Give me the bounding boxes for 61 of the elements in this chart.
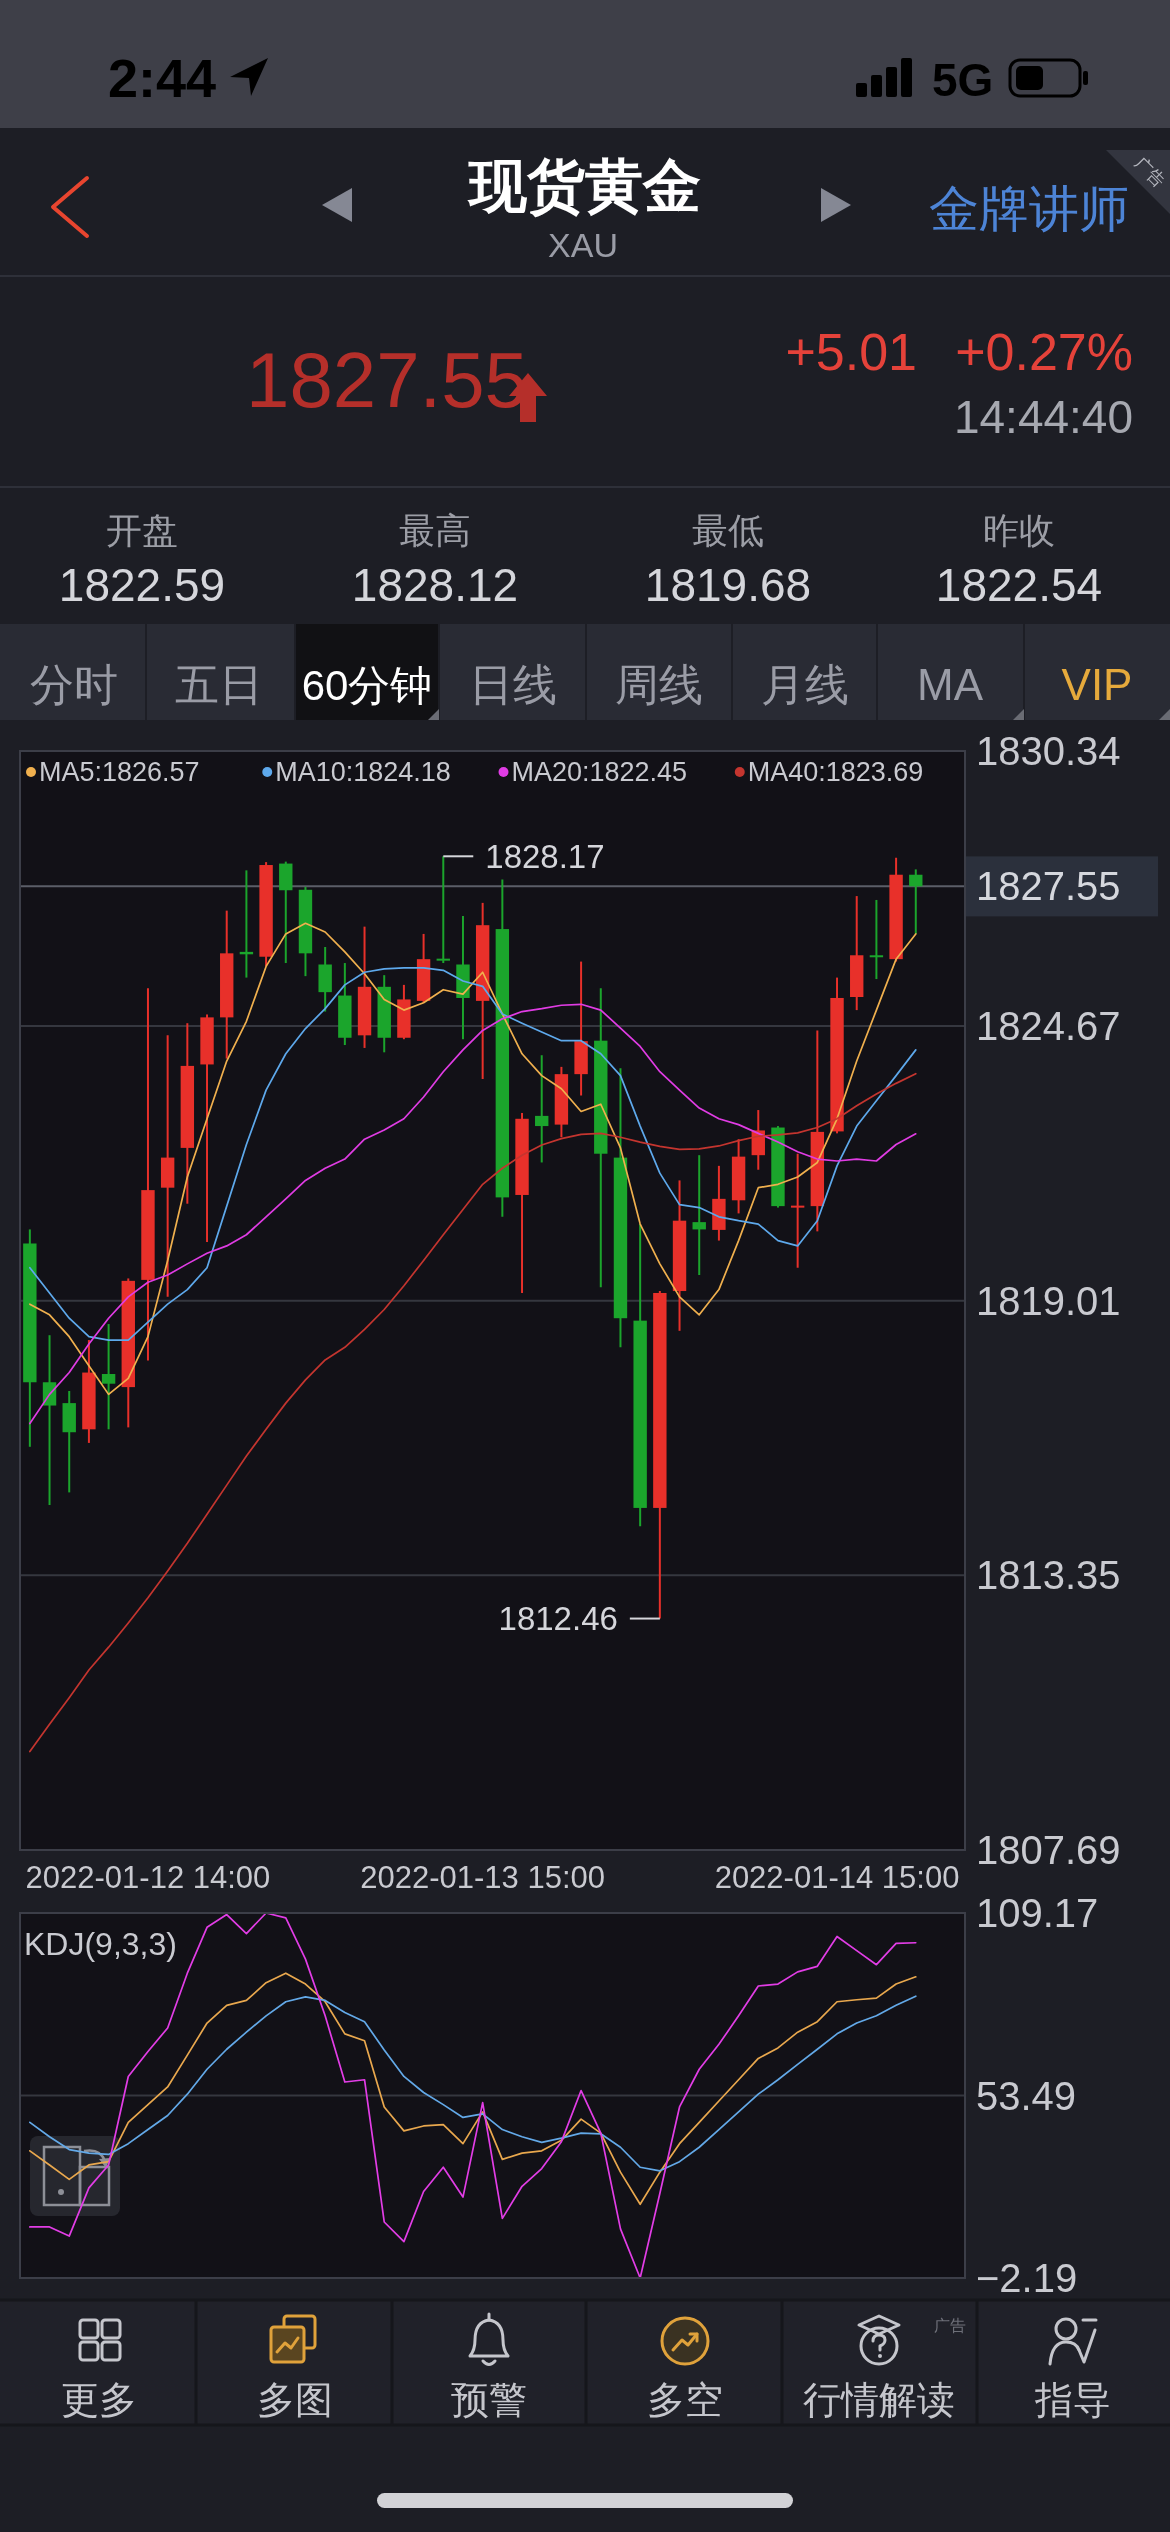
- text: 1827.55: [246, 336, 528, 424]
- text: +5.01: [785, 323, 917, 381]
- line-series: [28, 922, 917, 1396]
- text: MA: [917, 660, 984, 709]
- text: 指导: [1034, 2379, 1111, 2421]
- ref-line-label: 1827.55: [976, 864, 1121, 909]
- y-tick-label: 109.17: [976, 1891, 1099, 1935]
- text: 最低: [692, 510, 764, 551]
- text: VIP: [1061, 660, 1133, 709]
- text: 多图: [257, 2379, 333, 2421]
- text: 预警: [451, 2379, 527, 2421]
- text: 2:44: [108, 48, 217, 108]
- y-tick-label: 1813.35: [976, 1553, 1121, 1598]
- x-tick-label: 2022-01-13 15:00: [360, 1859, 606, 1895]
- text: 60分钟: [301, 662, 433, 709]
- line-series: [28, 1972, 917, 2206]
- text: 1822.59: [58, 559, 226, 611]
- line-series: [28, 1003, 917, 1425]
- text: 现货黄金: [467, 153, 701, 218]
- y-tick-label: 1824.67: [976, 1004, 1121, 1049]
- y-tick-label: 53.49: [976, 2073, 1077, 2118]
- y-tick-label: 1830.34: [976, 729, 1121, 773]
- text: 周线: [615, 660, 703, 709]
- legend-item: MA20:1822.45: [498, 757, 688, 787]
- text: 14:44:40: [953, 391, 1133, 443]
- text: 1819.68: [644, 559, 812, 611]
- text: 行情解读: [803, 2379, 955, 2421]
- line-series: [28, 1912, 917, 2279]
- text: 月线: [761, 660, 849, 709]
- text: 1828.12: [351, 559, 519, 611]
- x-tick-label: 2022-01-14 15:00: [714, 1859, 960, 1895]
- y-tick-label: −2.19: [976, 2256, 1078, 2300]
- text: 昨收: [983, 510, 1055, 551]
- text: 日线: [469, 660, 557, 709]
- chart-title: KDJ(9,3,3): [24, 1926, 177, 1962]
- line-series: [28, 1995, 917, 2172]
- text: 更多: [61, 2379, 137, 2421]
- text: 最高: [399, 510, 471, 551]
- annotation: 1828.17: [485, 837, 605, 875]
- text: 开盘: [106, 510, 178, 551]
- annotation: 1812.46: [498, 1600, 661, 1638]
- text: +0.27%: [955, 323, 1133, 381]
- line-series: [28, 967, 917, 1341]
- legend-item: MA10:1824.18: [262, 757, 451, 787]
- x-tick-label: 2022-01-12 14:00: [25, 1859, 271, 1895]
- text: 广告: [1131, 153, 1169, 191]
- text: 5G: [932, 54, 994, 106]
- legend-item: MA40:1823.69: [734, 757, 924, 787]
- text: 多空: [647, 2379, 723, 2421]
- text: 金牌讲师: [929, 181, 1129, 237]
- y-tick-label: 1819.01: [976, 1278, 1121, 1323]
- y-tick-label: 1807.69: [976, 1828, 1121, 1872]
- text: 分时: [30, 660, 118, 709]
- annotation: 1812.46: [498, 1600, 618, 1638]
- annotation: 1828.17: [442, 837, 605, 875]
- legend-item: MA5:1826.57: [26, 757, 200, 787]
- text: XAU: [548, 226, 618, 264]
- text: 广告: [934, 2317, 966, 2334]
- line-series: [28, 1072, 917, 1753]
- text: 五日: [175, 660, 263, 709]
- text: 1822.54: [935, 559, 1103, 611]
